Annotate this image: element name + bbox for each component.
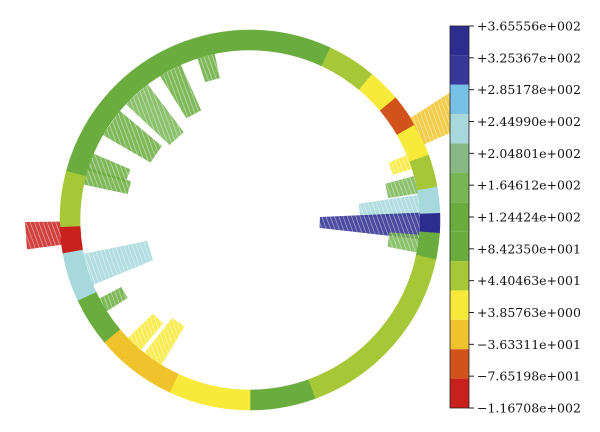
colorbar-tick-label: −7.65198e+001 [477, 369, 581, 384]
colorbar-tick-label: +3.25367e+002 [477, 50, 581, 65]
colorbar-tick-label: +3.65556e+002 [477, 19, 581, 34]
ring-segment [59, 170, 87, 227]
radial-bar [385, 176, 418, 199]
colorbar-swatch [450, 231, 469, 262]
ring-segment [415, 231, 440, 260]
colorbar-swatch [450, 55, 469, 85]
ring-field [59, 29, 441, 411]
ring-segment [59, 225, 83, 254]
radial-bar [125, 84, 184, 145]
radial-bar [87, 153, 131, 182]
colorbar-swatch [450, 114, 469, 144]
ring-segment [419, 213, 441, 234]
radial-bar [144, 317, 185, 365]
colorbar-swatch [450, 349, 469, 379]
colorbar-tick-label: +2.44990e+002 [477, 114, 581, 129]
colorbar-tick-label: +2.85178e+002 [477, 82, 581, 97]
colorbar-swatch [450, 143, 469, 173]
colorbar-swatch [450, 378, 469, 408]
radial-bar [159, 64, 202, 119]
colorbar-legend: +3.65556e+002 +3.25367e+002 +2.85178e+002 +… [449, 19, 581, 416]
radial-bar [197, 53, 220, 83]
ring-segment [417, 186, 441, 215]
colorbar-tick-label: +3.85763e+000 [477, 305, 581, 320]
colorbar-swatch [450, 172, 469, 203]
radial-bar [127, 313, 164, 351]
colorbar-swatch [450, 319, 469, 350]
ring-segment [169, 373, 251, 411]
ring-segment [249, 379, 316, 411]
radial-bar [99, 286, 128, 312]
radial-bar [83, 240, 153, 286]
colorbar-swatch [450, 84, 469, 115]
ring-segment [66, 41, 193, 177]
colorbar-swatch [450, 26, 469, 56]
colorbar-swatch [450, 290, 469, 320]
radial-bar [388, 154, 413, 175]
colorbar-tick-label: +4.40463e+001 [477, 273, 581, 288]
colorbar-tick-label: +1.64612e+002 [477, 178, 581, 193]
ring-segment [307, 254, 437, 399]
radial-bar [25, 221, 62, 250]
colorbar-tick-label: +1.24424e+002 [477, 210, 581, 225]
radial-bar [83, 167, 132, 195]
colorbar-tick-label: −3.63311e+001 [477, 337, 581, 352]
radial-bar [387, 232, 420, 253]
colorbar-swatch [450, 261, 469, 291]
colorbar-tick-label: −1.16708e+002 [477, 401, 581, 416]
radial-bar [358, 194, 420, 218]
colorbar-tick-label: +8.42350e+001 [477, 241, 581, 256]
radial-bar [102, 110, 162, 163]
radial-bar [319, 212, 420, 240]
colorbar-tick-label: +2.04801e+002 [477, 146, 581, 161]
colorbar-swatch [450, 202, 469, 232]
